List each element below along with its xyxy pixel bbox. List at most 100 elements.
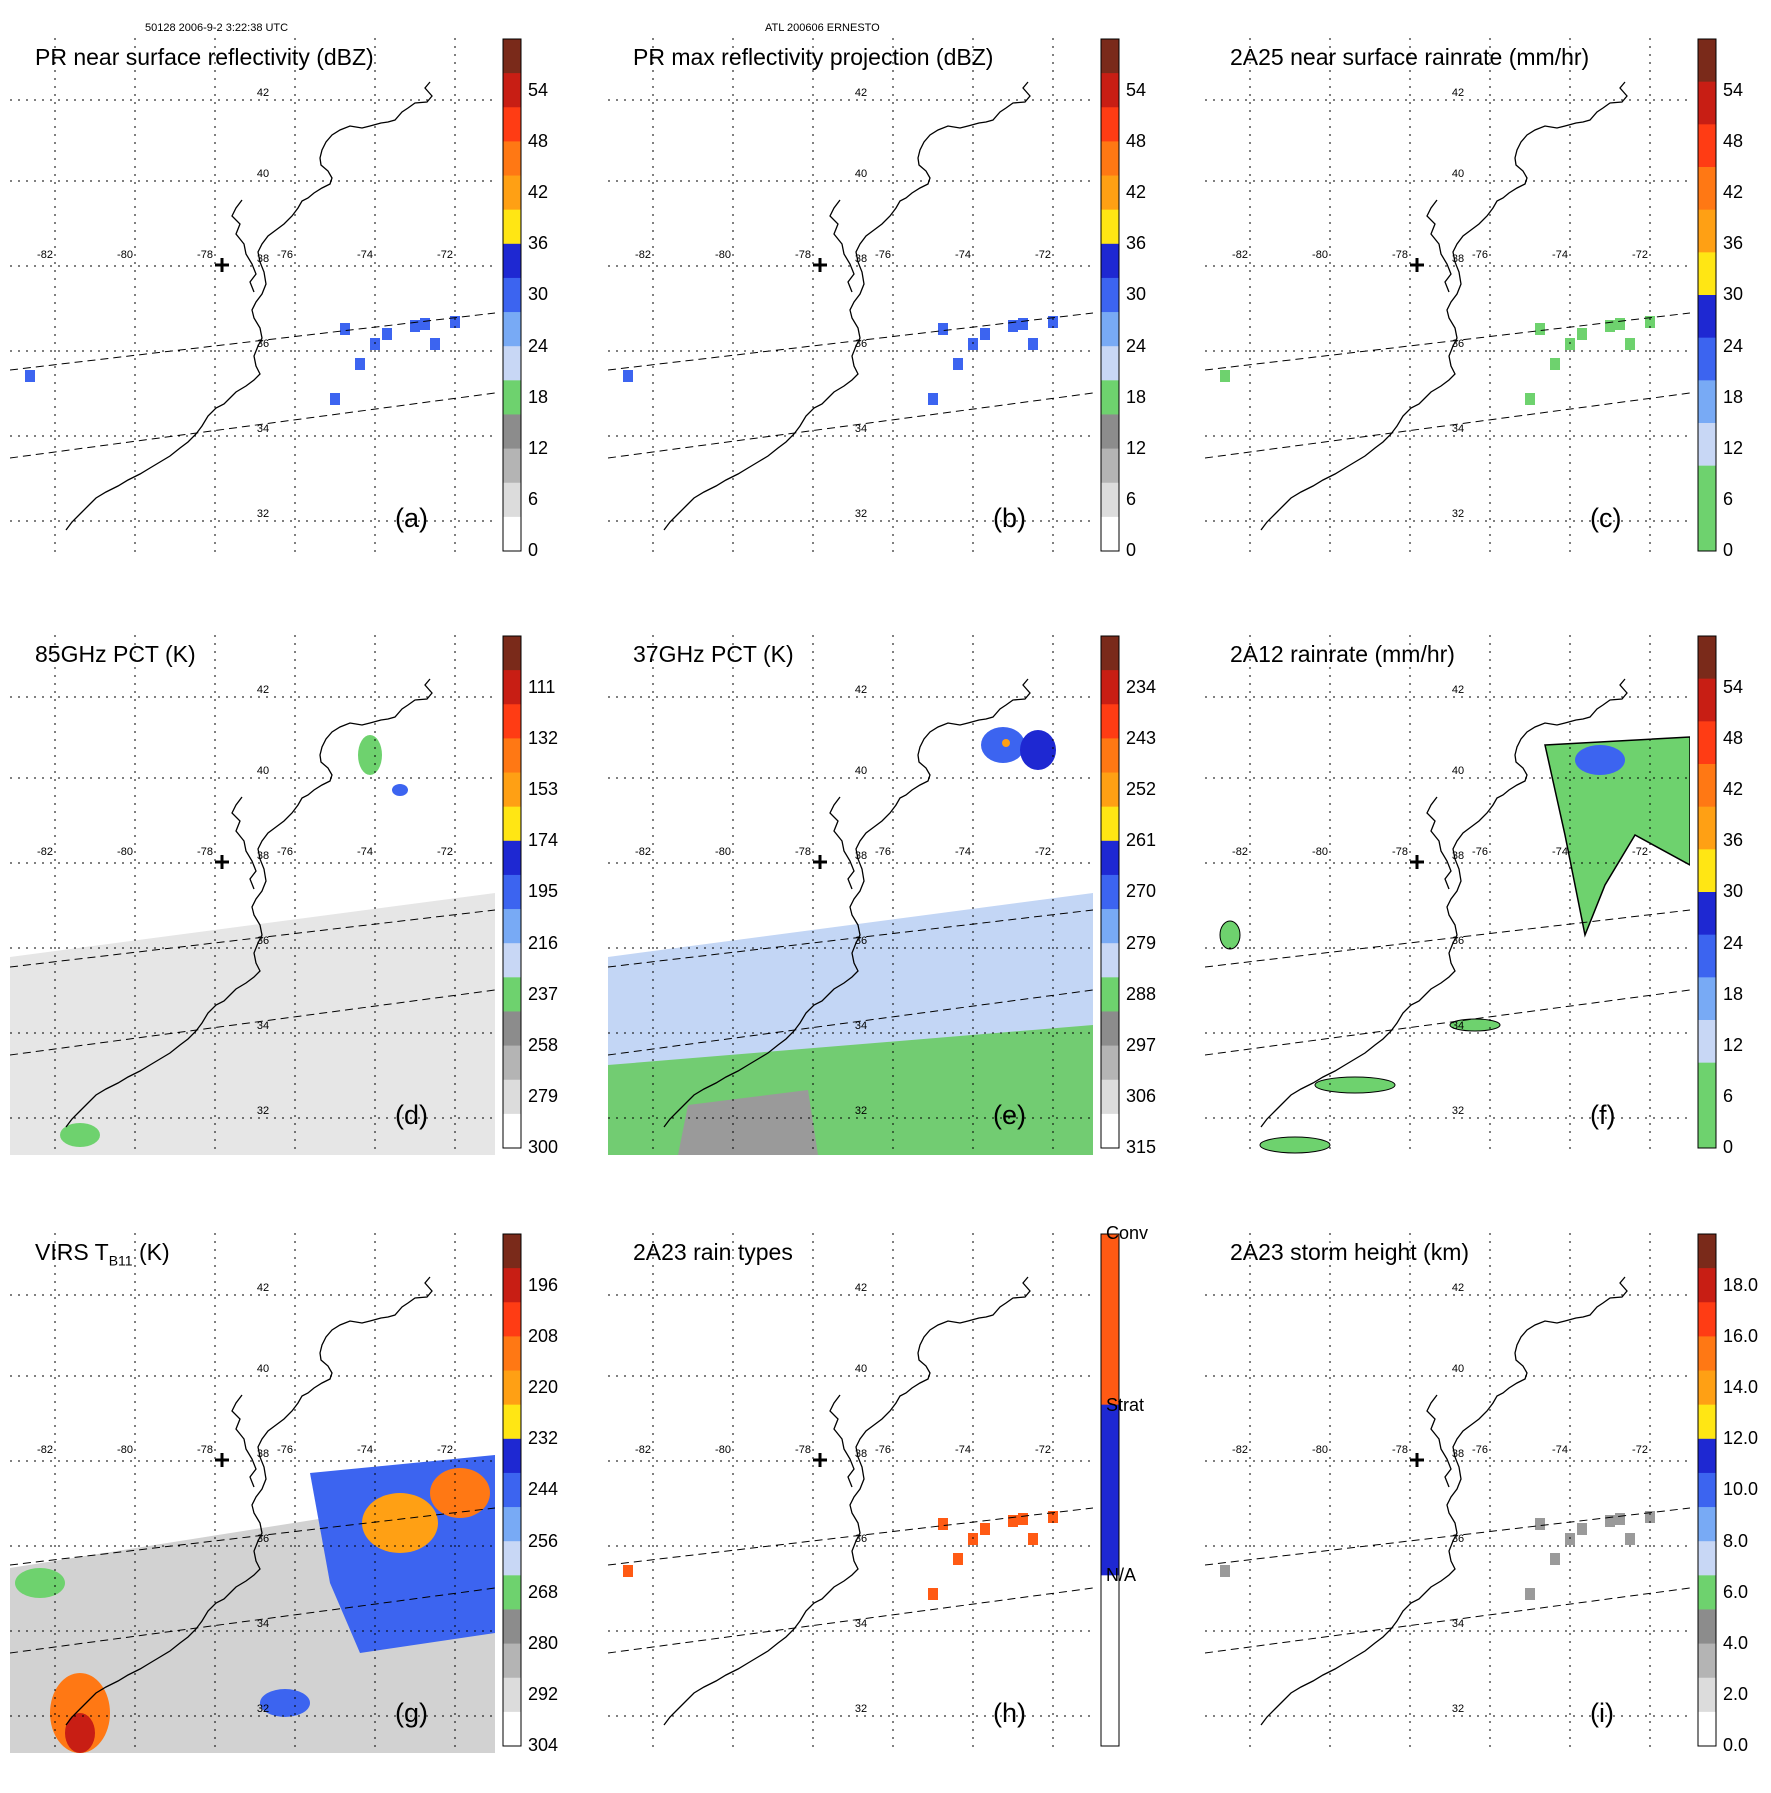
colorbar-segment [1101,448,1119,484]
colorbar-segment [1698,1062,1716,1106]
panel-a: 42 40 38 36 34 32 -82 -80 -78 -76 -74 -72 PR near su… [10,38,590,598]
lat-label: 40 [1452,168,1464,180]
colorbar-segment [1101,107,1119,142]
colorbar: 54 48 42 36 30 24 18 12 6 0 [502,38,582,559]
colorbar-segment [503,1079,521,1115]
lat-label: 32 [257,1105,269,1117]
colorbar-tick-label: 292 [528,1683,559,1704]
colorbar-segment [1698,1268,1716,1303]
lon-label: -78 [197,1444,213,1456]
lon-label: -82 [1232,846,1248,858]
lon-label: -74 [955,249,971,261]
colorbar-segment [1101,1234,1119,1406]
lat-label: 34 [257,1020,269,1032]
colorbar-tick-label: 252 [1126,779,1157,800]
lon-label: -76 [1472,1444,1488,1456]
lon-label: -76 [277,249,293,261]
colorbar-segment [1698,764,1716,808]
colorbar-tick-label: 54 [1126,80,1147,100]
colorbar-tick-label: 42 [1126,182,1147,203]
colorbar-segment [1698,124,1716,168]
colorbar-tick-label: 4.0 [1723,1632,1749,1653]
lon-label: -80 [715,846,731,858]
colorbar-segment [1101,840,1119,876]
colorbar-segment [1698,934,1716,978]
colorbar-tick-label: 270 [1126,881,1157,902]
colorbar-segment [1101,141,1119,177]
colorbar-segment [1101,636,1119,671]
lon-label: -78 [197,846,213,858]
colorbar-tick-label: 18 [1126,386,1147,407]
colorbar-tick-label: N/A [1106,1565,1137,1585]
lat-label: 34 [1452,423,1464,435]
storm-name-header: ATL 200606 ERNESTO [765,22,880,34]
colorbar-tick-label: 10.0 [1723,1479,1759,1500]
colorbar-tick-label: 244 [528,1479,559,1500]
panel-letter: (b) [993,503,1026,533]
panel-letter: (i) [1590,1698,1614,1728]
lat-label: 32 [855,1105,867,1117]
lon-label: -76 [1472,846,1488,858]
map-b: 42 40 38 36 34 32 -82 -80 -78 -76 -74 -72 [608,38,1093,558]
colorbar-segment [1101,874,1119,910]
colorbar-segment [1101,312,1119,347]
colorbar-tick-label: 24 [1126,335,1147,356]
lon-label: -76 [277,1444,293,1456]
colorbar-segment [503,1643,521,1679]
colorbar: 18.0 16.0 14.0 12.0 10.0 8.0 6.0 4.0 2.0 0.0 [1697,1233,1771,1754]
lon-label: -72 [1035,846,1051,858]
colorbar-tick-label: 48 [1723,131,1744,152]
colorbar-segment [1698,1643,1716,1679]
colorbar-segment [1101,738,1119,774]
colorbar-segment [1101,943,1119,978]
colorbar-tick-label: 306 [1126,1085,1157,1106]
lon-label: -82 [635,1444,651,1456]
colorbar-tick-label: 220 [528,1377,559,1398]
colorbar-segment [1101,175,1119,211]
colorbar-segment [503,1113,521,1149]
colorbar-tick-label: 54 [528,80,549,100]
colorbar-tick-label: 279 [528,1085,559,1106]
colorbar-tick-label: 111 [528,677,556,697]
dc-cross-marker [215,258,229,272]
lat-label: 34 [257,1618,269,1630]
colorbar-tick-label: 30 [528,284,549,305]
lon-label: -74 [1552,1444,1568,1456]
colorbar-segment [1698,977,1716,1021]
lon-label: -72 [1632,249,1648,261]
colorbar-segment [1698,636,1716,680]
colorbar-tick-label: 42 [528,182,549,203]
colorbar-segment [503,943,521,978]
colorbar-tick-label: 304 [528,1735,559,1755]
lat-label: 34 [855,423,867,435]
colorbar-segment [503,312,521,347]
panel-letter: (d) [395,1100,428,1130]
colorbar-segment [1698,295,1716,339]
colorbar-segment [503,1677,521,1713]
colorbar-tick-label: 12 [1723,437,1744,458]
colorbar-tick-label: 196 [528,1275,559,1295]
lat-label: 38 [1452,253,1464,265]
lat-label: 42 [855,1282,867,1294]
lat-label: 32 [1452,1105,1464,1117]
lat-label: 32 [1452,508,1464,520]
lon-label: -72 [1632,1444,1648,1456]
colorbar-segment [1101,414,1119,450]
panel-c: 42 40 38 36 34 32 -82 -80 -78 -76 -74 -72 2A25 near … [1205,38,1771,598]
colorbar-segment [503,73,521,108]
lat-label: 32 [257,508,269,520]
colorbar-segment [1101,1079,1119,1115]
lat-label: 40 [855,168,867,180]
lon-label: -82 [37,1444,53,1456]
panel-letter: (f) [1590,1100,1616,1130]
colorbar: 234 243 252 261 270 279 288 297 306 315 [1100,635,1180,1156]
lon-label: -72 [437,846,453,858]
colorbar-segment [1698,1302,1716,1337]
colorbar-segment [503,670,521,705]
colorbar-segment [503,1045,521,1081]
lat-label: 42 [855,684,867,696]
colorbar-segment [503,516,521,552]
lon-label: -78 [1392,1444,1408,1456]
lat-label: 38 [855,1448,867,1460]
lon-label: -80 [1312,1444,1328,1456]
